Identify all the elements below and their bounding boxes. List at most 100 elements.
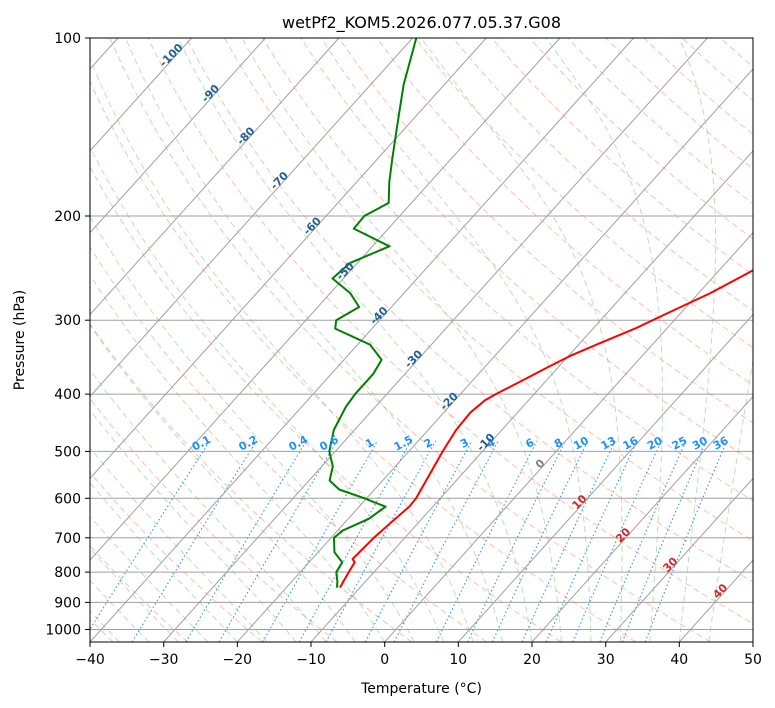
moist-adiabat-label: 20 (613, 525, 633, 545)
mixing-ratio-label: 6 (523, 436, 536, 451)
isotherm-line (90, 38, 340, 316)
moist-adiabat-line (678, 38, 717, 642)
moist-adiabat-line (420, 38, 623, 642)
isotherm-line (310, 150, 753, 642)
moist-adiabat-label: 40 (710, 581, 730, 601)
y-tick-label: 400 (54, 387, 81, 403)
isotherm-line (605, 477, 753, 642)
moist-adiabat-line (90, 409, 297, 642)
mixing-ratio-label: 0.4 (287, 433, 311, 454)
dry-adiabat-line (414, 38, 753, 349)
dry-adiabat-line (262, 38, 753, 502)
dry-adiabat-line (605, 38, 753, 170)
dry-adiabat-line (90, 397, 338, 642)
isotherm-line (457, 313, 753, 642)
dry-adiabat-label: -10 (474, 431, 497, 454)
y-tick-label: 300 (54, 313, 81, 329)
dry-adiabat-label: -30 (402, 347, 425, 370)
mixing-ratio-label: 25 (670, 434, 690, 453)
moist-adiabat-line (90, 368, 327, 642)
y-tick-label: 1000 (45, 623, 81, 639)
isotherm-line (236, 68, 753, 642)
moist-adiabat-line (177, 38, 533, 642)
mixing-ratio-label: 10 (571, 434, 591, 453)
mixing-ratio-line (325, 440, 437, 642)
isotherm-line (163, 38, 708, 642)
mixing-ratio-label: 0.2 (237, 433, 260, 454)
isotherm-line (90, 38, 413, 398)
x-tick-label: 40 (670, 652, 688, 668)
isotherm-line (90, 38, 561, 561)
dry-adiabat-line (90, 545, 189, 642)
mixing-ratio-line (572, 440, 662, 642)
mixing-ratio-line (218, 440, 338, 642)
moist-adiabat-line (241, 38, 562, 642)
background-lines (90, 38, 753, 642)
x-tick-label: −10 (296, 652, 326, 668)
x-tick-label: −40 (75, 652, 105, 668)
mixing-ratio-label: 30 (690, 434, 710, 453)
mixing-ratio-label: 0.1 (190, 433, 213, 454)
y-axis-label: Pressure (hPa) (12, 290, 28, 390)
y-tick-label: 900 (54, 595, 81, 611)
y-tick-label: 800 (54, 565, 81, 581)
dry-adiabat-line (90, 80, 637, 642)
moist-adiabat-line (90, 57, 474, 642)
y-tick-label: 700 (54, 531, 81, 547)
mixing-ratio-label: 13 (599, 434, 619, 453)
profile-line (339, 269, 753, 589)
dry-adiabat-line (681, 38, 753, 102)
moist-adiabat-line (545, 38, 663, 642)
mixing-ratio-label: 2 (422, 436, 435, 451)
x-axis-ticks: −40 −30 −20 −10 0 10 20 30 40 50 (75, 642, 762, 668)
chart-title: wetPf2_KOM5.2026.077.05.37.G08 (282, 13, 561, 33)
mixing-ratio-line (435, 440, 538, 642)
x-tick-label: −30 (149, 652, 179, 668)
moist-adiabat-line (90, 482, 238, 642)
mixing-ratio-label: 1 (363, 436, 376, 451)
dry-adiabat-line (109, 38, 711, 642)
isotherm-line (90, 38, 266, 234)
dry-adiabat-line (147, 38, 753, 625)
dry-adiabat-line (90, 322, 413, 642)
dry-adiabat-label: -70 (268, 169, 291, 192)
mixing-ratio-line (521, 440, 616, 642)
isotherm-line (752, 641, 753, 642)
mixing-ratio-label: 36 (711, 434, 731, 453)
dry-adiabat-line (90, 245, 487, 642)
mixing-ratio-label: 3 (458, 436, 471, 451)
x-tick-label: 30 (597, 652, 615, 668)
dry-adiabat-line (491, 38, 753, 276)
mixing-ratio-line (545, 440, 638, 642)
dry-adiabat-label: -50 (334, 259, 357, 282)
x-axis-label: Temperature (°C) (360, 681, 482, 697)
mixing-ratio-label: 20 (645, 434, 665, 453)
isotherm-line (531, 395, 753, 642)
mixing-ratio-line (185, 440, 307, 642)
mixing-ratio-line (599, 440, 687, 642)
mixing-ratio-label: 16 (621, 434, 641, 453)
x-tick-label: −20 (223, 652, 253, 668)
y-tick-label: 500 (54, 444, 81, 460)
dry-adiabat-line (90, 165, 562, 642)
moist-adiabat-line (90, 274, 386, 642)
isotherm-line (90, 38, 192, 152)
x-tick-label: 10 (449, 652, 467, 668)
dry-adiabat-line (452, 38, 753, 312)
x-tick-label: 50 (744, 652, 762, 668)
isotherm-line (678, 559, 753, 642)
mixing-ratio-line (491, 440, 589, 642)
moist-adiabat-line (90, 324, 356, 642)
series-lines (328, 38, 753, 589)
moist-adiabat-line (320, 38, 592, 642)
y-tick-label: 100 (54, 31, 81, 47)
x-tick-label: 0 (380, 652, 389, 668)
y-tick-label: 600 (54, 491, 81, 507)
mixing-ratio-line (393, 440, 499, 642)
isotherm-line (384, 232, 753, 642)
profile-line (328, 38, 418, 588)
mixing-ratio-label: 0.6 (317, 433, 341, 454)
dry-adiabat-label: -20 (438, 389, 461, 412)
grid-lines (90, 38, 753, 642)
